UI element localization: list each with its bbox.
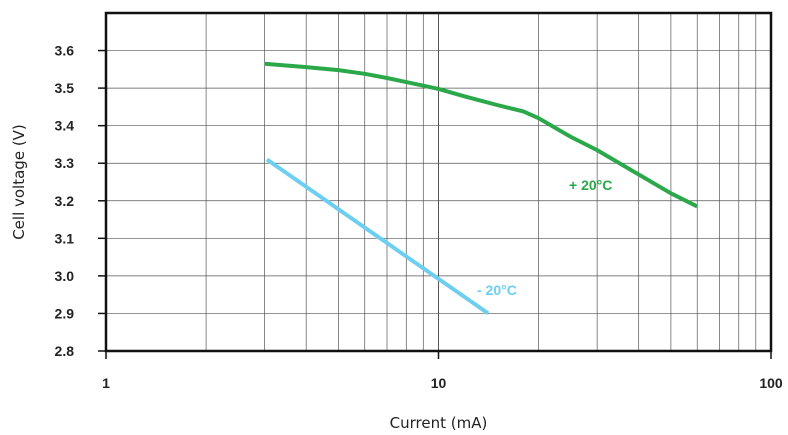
series-line (264, 61, 699, 209)
y-tick-label: 3.0 (55, 268, 75, 284)
grid (106, 12, 771, 351)
series-label: - 20°C (477, 282, 517, 298)
y-tick-label: 2.9 (55, 305, 75, 321)
series-layer: + 20°C - 20°C (264, 61, 699, 316)
y-tick-label: 3.6 (55, 43, 75, 59)
x-tick-label: 10 (431, 375, 447, 391)
series-label: + 20°C (569, 177, 612, 193)
series-line (265, 157, 490, 316)
tick-labels: 2.8 2.9 3.0 3.1 3.2 3.3 3.4 3.5 3.6 1 10 100 (55, 43, 783, 391)
x-tick-label: 100 (759, 375, 783, 391)
y-tick-label: 3.2 (55, 193, 75, 209)
y-tick-label: 2.8 (55, 343, 75, 359)
x-axis-title: Current (mA) (390, 414, 488, 432)
y-tick-label: 3.4 (55, 118, 75, 134)
x-tick-label: 1 (102, 375, 110, 391)
y-tick-label: 3.3 (55, 155, 75, 171)
y-axis-title: Cell voltage (V) (10, 124, 28, 240)
y-tick-label: 3.1 (55, 230, 75, 246)
y-tick-label: 3.5 (55, 80, 75, 96)
